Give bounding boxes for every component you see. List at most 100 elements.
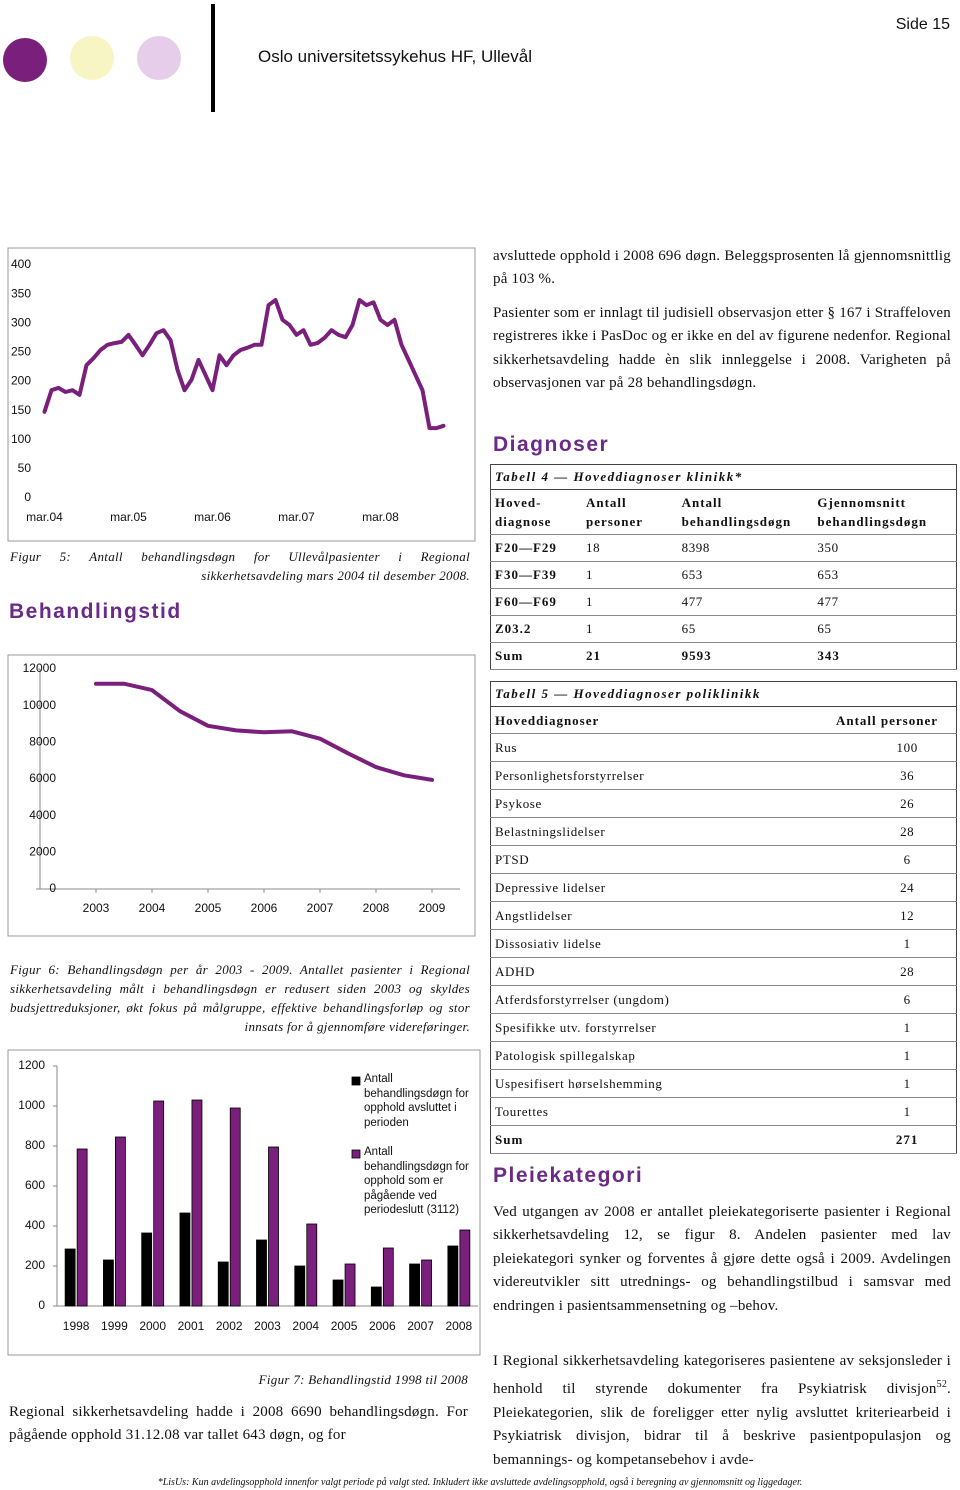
table-row: F20—F29 18 8398 350	[490, 534, 957, 562]
bar	[153, 1100, 165, 1307]
legend-label: Antall behandlingsdøgn for opphold som e…	[364, 1146, 469, 1216]
table-row: Angstlidelser 12	[490, 901, 957, 930]
y-tick-label: 10000	[23, 698, 57, 712]
table-cell: Sum	[490, 1125, 803, 1154]
table-cell: Belastningslidelser	[490, 817, 803, 846]
table-cell: Tourettes	[490, 1097, 803, 1126]
bar	[382, 1247, 394, 1307]
bar	[306, 1223, 318, 1307]
bar	[191, 1099, 203, 1307]
bar	[409, 1263, 420, 1307]
x-tick-label: 2007	[307, 901, 334, 915]
bar	[268, 1146, 279, 1307]
table-cell: 1	[802, 1041, 957, 1070]
table-cell: 65	[677, 615, 814, 643]
heading: Diagnoser	[493, 433, 610, 456]
column-header: Antall personer	[802, 706, 957, 734]
data-line	[94, 681, 434, 782]
x-tick-label: 2004	[292, 1319, 319, 1333]
legend-label: Antall behandlingsdøgn for opphold avslu…	[364, 1073, 469, 1129]
x-tick-label: 2008	[363, 901, 390, 915]
bar	[103, 1259, 114, 1307]
x-tick-label: 1998	[63, 1319, 90, 1333]
y-tick-label: 0	[24, 490, 31, 504]
page-number: Side 15	[895, 16, 950, 33]
table-cell: 8398	[677, 534, 814, 562]
table-cell: 65	[813, 615, 957, 643]
y-tick-label: 300	[11, 315, 31, 329]
bar	[115, 1136, 126, 1307]
x-tick-label: 1999	[101, 1319, 128, 1333]
table-cell: 343	[813, 642, 957, 670]
x-tick-label: 2004	[139, 901, 166, 915]
table-row: Patologisk spillegalskap 1	[490, 1041, 957, 1070]
table-cell: F30—F39	[490, 561, 582, 589]
text: I Regional sikkerhetsavdeling kategorise…	[493, 1353, 951, 1398]
table-row: Tabell 4 — Hoveddiagnoser klinikk*	[490, 464, 957, 490]
y-tick-label: 0	[49, 881, 56, 895]
bar	[294, 1265, 306, 1307]
table-row: Dissosiativ lidelse 1	[490, 929, 957, 958]
table-row: Rus 100	[490, 733, 957, 762]
bar	[141, 1232, 153, 1307]
chart-frame	[7, 654, 476, 937]
table-cell: 653	[677, 561, 814, 589]
column-header: Antall behandlingsdøgn	[677, 489, 814, 535]
paragraph: avsluttede opphold i 2008 696 døgn. Bele…	[493, 248, 951, 288]
paragraph: I Regional sikkerhetsavdeling kategorise…	[493, 1350, 951, 1472]
y-tick-label: 200	[11, 374, 31, 388]
table-row: Atferdsforstyrrelser (ungdom) 6	[490, 985, 957, 1014]
decor-circle	[3, 38, 47, 82]
y-tick-label: 1200	[18, 1058, 45, 1072]
table-row: Tourettes 1	[490, 1097, 957, 1126]
x-tick-label: 2003	[254, 1319, 281, 1333]
x-tick-label: 2005	[331, 1319, 358, 1333]
table-cell: Z03.2	[490, 615, 582, 643]
table-row: Personlighetsforstyrrelser 36	[490, 761, 957, 790]
column-header: Antall personer	[581, 489, 678, 535]
table-cell: F60—F69	[490, 588, 582, 616]
x-tick-label: 2009	[419, 901, 446, 915]
x-tick-label: 2005	[195, 901, 222, 915]
table-cell: 12	[802, 901, 957, 930]
table-row: ADHD 28	[490, 957, 957, 986]
chart-frame	[7, 1049, 481, 1356]
bar	[447, 1245, 459, 1307]
x-tick-label: 2003	[83, 901, 110, 915]
y-tick-label: 4000	[29, 808, 56, 822]
x-tick-label: mar.04	[26, 510, 63, 524]
x-tick-label: mar.06	[194, 510, 231, 524]
table: Tabell 5 — Hoveddiagnoser poliklinikk Hov…	[490, 681, 957, 1154]
table-cell: 6	[802, 845, 957, 874]
table-cell: 1	[802, 929, 957, 958]
table-cell: 477	[677, 588, 814, 616]
table-header-row: Hoved-diagnose Antall personer Antall beha…	[490, 489, 957, 535]
table-cell: 271	[802, 1125, 957, 1154]
bar	[421, 1259, 432, 1307]
x-tick-label: 2000	[139, 1319, 166, 1333]
table-cell: Spesifikke utv. forstyrrelser	[490, 1013, 803, 1042]
table-row: Belastningslidelser 28	[490, 817, 957, 846]
paragraph: Regional sikkerhetsavdeling hadde i 2008…	[9, 1404, 468, 1444]
heading: Pleiekategori	[493, 1164, 644, 1187]
x-tick-label: 2007	[407, 1319, 434, 1333]
y-tick-label: 200	[25, 1258, 45, 1272]
footnote-ref: 52	[936, 1379, 948, 1391]
table-row: Z03.2 1 65 65	[490, 615, 957, 643]
paragraph: Ved utgangen av 2008 er antallet pleieka…	[493, 1204, 951, 1314]
table-row: Uspesifisert hørselshemming 1	[490, 1069, 957, 1098]
figure-caption: Figur 6: Behandlingsdøgn per år 2003 - 2…	[10, 962, 470, 1034]
table-cell: ADHD	[490, 957, 803, 986]
bar	[64, 1248, 76, 1307]
x-tick-label: mar.08	[362, 510, 399, 524]
table-cell: 350	[813, 534, 957, 562]
bar	[229, 1107, 241, 1307]
table-cell: 1	[581, 561, 678, 589]
x-tick-label: 2008	[446, 1319, 473, 1333]
table-cell: 36	[802, 761, 957, 790]
table-cell: 100	[802, 733, 957, 762]
table-cell: Personlighetsforstyrrelser	[490, 761, 803, 790]
table-cell: 477	[813, 588, 957, 616]
y-tick-label: 250	[11, 345, 31, 359]
x-tick-label: 2006	[251, 901, 278, 915]
